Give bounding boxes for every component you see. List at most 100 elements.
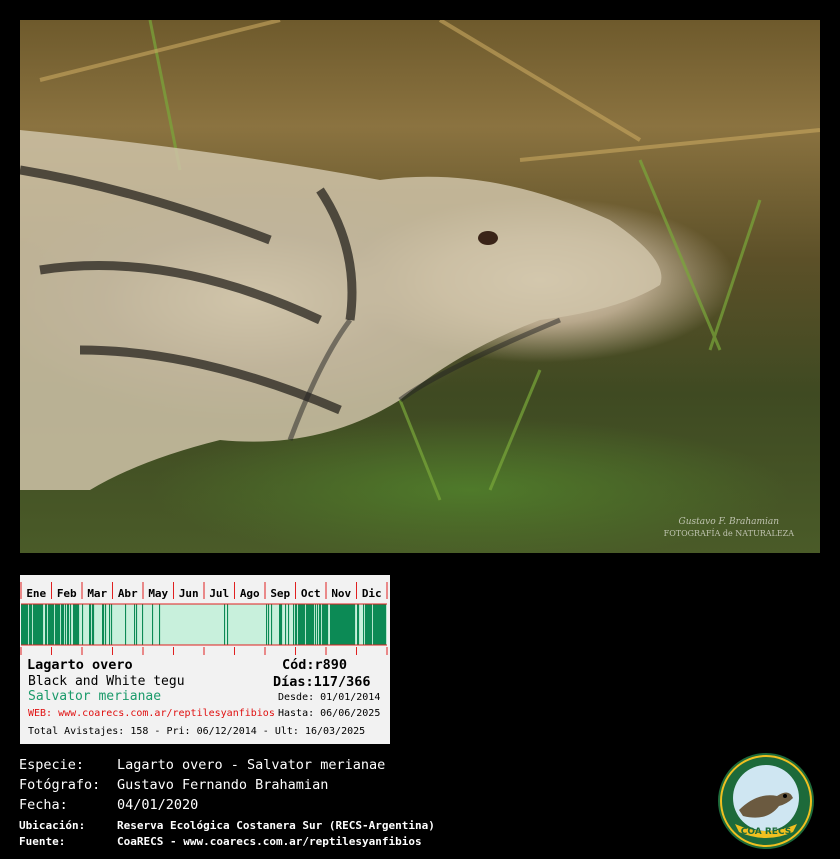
sighting-day-bar: [334, 604, 336, 645]
sighting-day-bar: [280, 604, 282, 645]
sighting-day-bar: [367, 604, 369, 645]
sighting-day-bar: [338, 604, 340, 645]
month-label: Feb: [57, 587, 77, 600]
sighting-day-bar: [78, 604, 80, 645]
sighting-day-bar: [368, 604, 370, 645]
scientific-name: Salvator merianae: [28, 689, 162, 704]
sighting-day-bar: [74, 604, 76, 645]
sighting-day-bar: [351, 604, 353, 645]
sighting-day-bar: [299, 604, 301, 645]
sighting-day-bar: [358, 604, 360, 645]
sighting-day-bar: [342, 604, 344, 645]
sighting-day-bar: [354, 604, 356, 645]
species-photo: Gustavo F. Brahamian FOTOGRAFÍA de NATUR…: [20, 20, 820, 553]
days-count: Días:117/366: [273, 674, 371, 690]
date-value: 04/01/2020: [117, 797, 199, 813]
sighting-day-bar: [337, 604, 339, 645]
sighting-day-bar: [159, 604, 161, 645]
sighting-day-bar: [42, 604, 44, 645]
sighting-day-bar: [353, 604, 355, 645]
sighting-day-bar: [31, 604, 33, 645]
sighting-day-bar: [322, 604, 324, 645]
sighting-day-bar: [62, 604, 64, 645]
sighting-day-bar: [102, 604, 104, 645]
sighting-day-bar: [268, 604, 270, 645]
sighting-day-bar: [296, 604, 298, 645]
sighting-day-bar: [224, 604, 226, 645]
sighting-day-bar: [315, 604, 317, 645]
watermark-signature: Gustavo F. Brahamian: [678, 517, 780, 527]
sighting-day-bar: [301, 604, 303, 645]
sighting-day-bar: [134, 604, 136, 645]
sighting-day-bar: [61, 604, 63, 645]
totals-line: Total Avistajes: 158 - Pri: 06/12/2014 -…: [28, 726, 366, 737]
sighting-day-bar: [70, 604, 72, 645]
english-name: Black and White tegu: [28, 674, 185, 689]
sighting-day-bar: [288, 604, 290, 645]
sighting-day-bar: [384, 604, 386, 645]
species-value: Lagarto overo - Salvator merianae: [117, 757, 386, 773]
sighting-day-bar: [53, 604, 55, 645]
sighting-day-bar: [343, 604, 345, 645]
sighting-day-bar: [65, 604, 67, 645]
sighting-day-bar: [373, 604, 375, 645]
sighting-day-bar: [59, 604, 61, 645]
date-row: Fecha: 04/01/2020: [19, 797, 198, 813]
sighting-day-bar: [46, 604, 48, 645]
sighting-day-bar: [279, 604, 281, 645]
sighting-day-bar: [48, 604, 50, 645]
month-label: Sep: [270, 587, 290, 600]
sighting-day-bar: [346, 604, 348, 645]
sighting-day-bar: [324, 604, 326, 645]
sighting-day-bar: [369, 604, 371, 645]
sighting-day-bar: [105, 604, 107, 645]
sighting-day-bar: [227, 604, 229, 645]
sighting-day-bar: [313, 604, 315, 645]
sighting-day-bar: [58, 604, 60, 645]
photographer-row: Fotógrafo: Gustavo Fernando Brahamian: [19, 777, 328, 793]
sighting-day-bar: [378, 604, 380, 645]
sighting-day-bar: [39, 604, 41, 645]
sighting-day-bar: [382, 604, 384, 645]
sighting-day-bar: [52, 604, 54, 645]
sighting-day-bar: [68, 604, 70, 645]
sighting-day-bar: [67, 604, 69, 645]
month-label: Abr: [118, 587, 138, 600]
sighting-day-bar: [319, 604, 321, 645]
month-label: Mar: [87, 587, 107, 600]
lizard-illustration: [20, 20, 820, 501]
sighting-day-bar: [304, 604, 306, 645]
month-label: Oct: [301, 587, 321, 600]
month-label: Nov: [331, 587, 351, 600]
sighting-day-bar: [136, 604, 138, 645]
sighting-day-bar: [45, 604, 47, 645]
location-value: Reserva Ecológica Costanera Sur (RECS-Ar…: [117, 819, 435, 832]
sighting-day-bar: [357, 604, 359, 645]
source-row: Fuente: CoaRECS - www.coarecs.com.ar/rept…: [19, 835, 422, 848]
sighting-day-bar: [152, 604, 154, 645]
sighting-day-bar: [34, 604, 36, 645]
sighting-day-bar: [142, 604, 144, 645]
sightings-calendar-chart: Ene Feb Mar Abr May Jun Jul Ago Sep Oct Nov Dic: [20, 582, 388, 655]
sighting-day-bar: [302, 604, 304, 645]
sighting-day-bar: [295, 604, 297, 645]
sighting-day-bar: [73, 604, 75, 645]
sighting-day-bar: [90, 604, 92, 645]
sighting-day-bar: [311, 604, 313, 645]
sighting-day-bar: [307, 604, 309, 645]
sighting-day-bar: [366, 604, 368, 645]
sighting-day-bar: [63, 604, 65, 645]
sighting-day-bar: [27, 604, 29, 645]
sighting-day-bar: [379, 604, 381, 645]
sighting-day-bar: [341, 604, 343, 645]
sighting-day-bar: [285, 604, 287, 645]
sighting-day-bar: [365, 604, 367, 645]
sighting-day-bar: [271, 604, 273, 645]
web-link[interactable]: WEB: www.coarecs.com.ar/reptilesyanfibio…: [28, 708, 275, 719]
month-label: Ene: [26, 587, 46, 600]
month-label: Jun: [179, 587, 199, 600]
sighting-day-bar: [340, 604, 342, 645]
sighting-day-bar: [303, 604, 305, 645]
species-row: Especie: Lagarto overo - Salvator meriana…: [19, 757, 385, 773]
sighting-day-bar: [26, 604, 28, 645]
